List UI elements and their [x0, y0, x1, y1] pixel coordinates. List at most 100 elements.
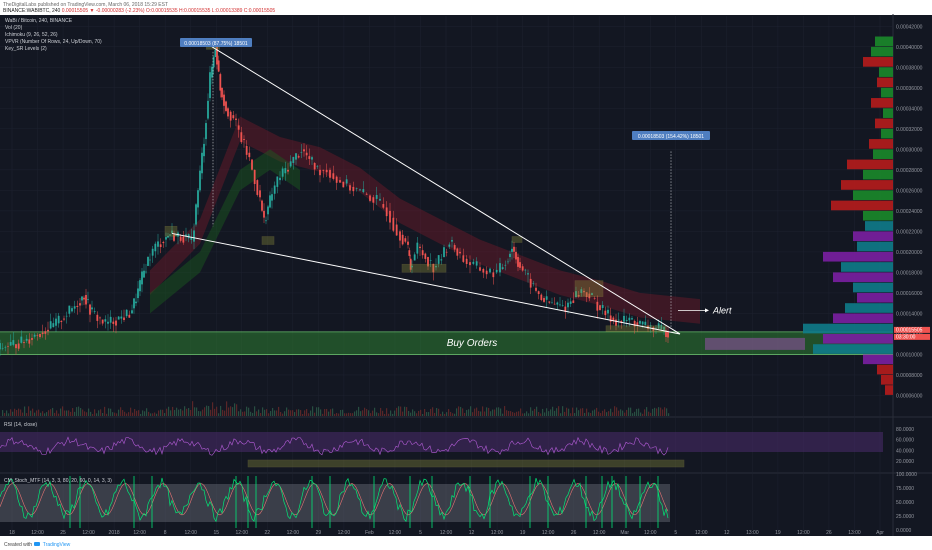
candle-body [143, 270, 145, 278]
volume-bar [602, 410, 604, 416]
volume-bar [362, 410, 364, 416]
volume-bar [326, 408, 328, 416]
volume-bar [82, 409, 84, 416]
candle-body [211, 66, 213, 78]
volume-bar [68, 410, 70, 416]
volume-bar [74, 411, 76, 416]
candle-body [149, 259, 151, 261]
candle-body [372, 197, 375, 203]
time-tick-label: 26 [571, 530, 577, 536]
volume-bar [330, 409, 332, 416]
candle-body [104, 319, 107, 322]
vpvr-row [869, 139, 893, 149]
volume-bar [592, 410, 594, 416]
stoch-label[interactable]: CM_Stoch_MTF (14, 3, 3, 80, 20, 60, 0, 1… [4, 478, 112, 484]
volume-bar [346, 413, 348, 416]
vpvr-row [803, 323, 893, 334]
volume-bar [428, 412, 430, 416]
indicator-ichimoku[interactable]: Ichimoku (9, 26, 52, 26) [5, 32, 58, 38]
candle-body [604, 310, 607, 316]
rsi-label[interactable]: RSI (14, close) [4, 422, 38, 428]
consolidation-box [574, 280, 604, 297]
price-tick-label: 0.00036000 [896, 86, 923, 92]
candle-body [445, 251, 448, 253]
candle-body [408, 250, 411, 256]
volume-bar [656, 408, 658, 416]
ichimoku-cloud [150, 116, 700, 324]
volume-bar [434, 412, 436, 416]
candle-body [440, 259, 443, 261]
buy-zone-purple-box [705, 337, 805, 350]
indicator-vpvr[interactable]: VPVR (Number Of Rows, 24, Up/Down, 70) [5, 39, 102, 45]
volume-bar [214, 408, 216, 416]
candle-body [485, 270, 488, 275]
candle-body [612, 317, 615, 321]
candle-body [596, 301, 599, 311]
candle-body [65, 315, 68, 317]
candle-body [91, 307, 93, 310]
candle-body [545, 296, 548, 300]
indicator-vol[interactable]: Vol (20) [5, 25, 23, 31]
candle-body [251, 159, 253, 170]
volume-bar [640, 412, 642, 416]
volume-bar [342, 409, 344, 416]
volume-bar [252, 412, 254, 416]
vpvr-row [841, 180, 893, 190]
candle-body [313, 163, 316, 170]
indicator-main[interactable]: WaBi / Bitcoin, 240, BINANCE [5, 18, 73, 24]
volume-bar [354, 411, 356, 416]
candle-body [465, 258, 468, 264]
volume-bar [446, 412, 448, 416]
candle-body [289, 161, 292, 167]
volume-bar [72, 408, 74, 416]
footer-watermark: Created with TradingView [4, 542, 70, 548]
volume-bar [644, 409, 646, 416]
tradingview-logo-icon [34, 542, 41, 546]
volume-bar [206, 405, 208, 416]
price-tick-label: 0.00028000 [896, 168, 923, 174]
volume-bar [374, 407, 376, 416]
vpvr-row [883, 108, 893, 118]
symbol[interactable]: BINANCE:WABIBTC, 240 [3, 8, 61, 14]
candle-body [287, 169, 289, 172]
volume-bar [52, 407, 54, 416]
candle-body [575, 291, 577, 298]
time-tick-label: 12:00 [440, 530, 453, 536]
candle-body [567, 302, 569, 308]
volume-bar [654, 407, 656, 416]
volume-bar [596, 407, 598, 416]
vpvr-row [853, 282, 893, 293]
candle-body [279, 177, 281, 181]
volume-bar [384, 413, 386, 416]
volume-bar [514, 412, 516, 416]
rsi-tick-label: 40.0000 [896, 448, 914, 454]
volume-bar [230, 406, 232, 416]
candle-body [427, 257, 429, 267]
ohlc-values: 0.00015505 ▼ -0.00000283 (-2.23%) O:0.00… [61, 8, 276, 14]
time-tick-label: Apr [876, 530, 884, 536]
candle-body [259, 190, 261, 198]
volume-bar [180, 408, 182, 416]
candle-body [171, 230, 173, 234]
volume-bar [40, 412, 42, 416]
volume-bar [178, 409, 180, 416]
candle-body [179, 236, 182, 241]
volume-bar [624, 412, 626, 416]
candle-body [99, 317, 101, 319]
candle-body [529, 278, 532, 288]
volume-bar [24, 406, 26, 416]
candle-body [453, 245, 456, 250]
candle-body [509, 253, 511, 258]
candle-body [345, 179, 348, 184]
volume-bar [270, 410, 272, 416]
indicator-key-sr[interactable]: Key_SR Levels (2) [5, 46, 47, 52]
volume-bar [290, 410, 292, 416]
volume-bar [412, 409, 414, 416]
price-tick-label: 0.00022000 [896, 229, 923, 235]
candle-body [519, 262, 521, 268]
candle-body [399, 231, 401, 241]
volume-bar [300, 410, 302, 416]
volume-bar [398, 406, 400, 416]
price-tick-label: 0.00042000 [896, 24, 923, 30]
